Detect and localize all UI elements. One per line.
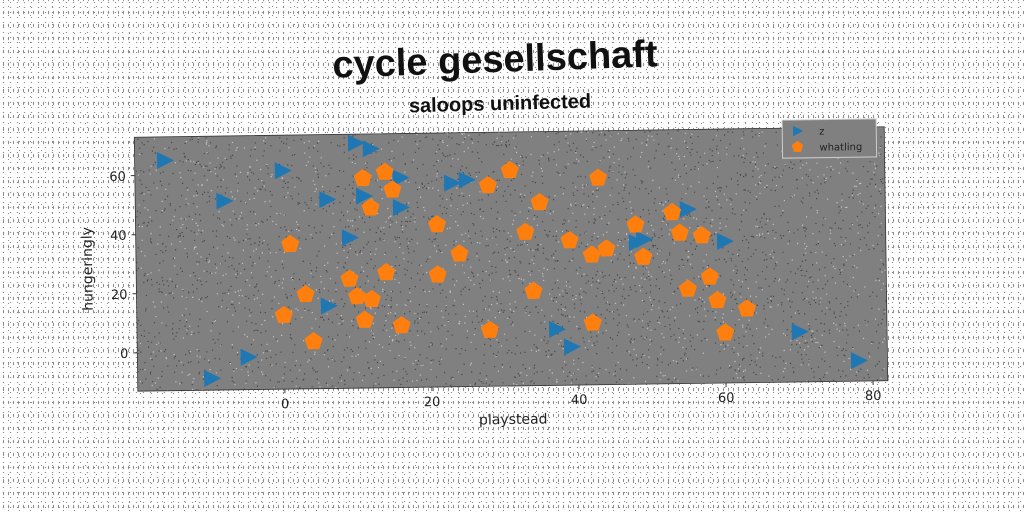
data-point [716, 232, 735, 250]
data-point [319, 191, 337, 209]
data-point [392, 316, 411, 334]
data-point [383, 180, 402, 198]
data-point [560, 230, 579, 249]
data-point [850, 352, 869, 370]
data-point [156, 152, 175, 170]
data-point [274, 162, 292, 180]
data-point [281, 234, 300, 253]
data-point [516, 222, 535, 240]
data-point [216, 192, 234, 210]
data-point [375, 162, 394, 180]
y-tick-label: 20 [111, 288, 128, 303]
y-tick-label: 0 [120, 347, 128, 362]
data-point [392, 198, 410, 216]
data-point [582, 245, 601, 263]
y-tick-label: 60 [109, 170, 126, 185]
data-point [392, 169, 410, 187]
data-point [444, 174, 462, 192]
data-point [478, 176, 497, 194]
data-point [670, 223, 689, 241]
data-point [634, 247, 653, 265]
data-point [635, 231, 654, 249]
x-axis-label: playstead [479, 411, 548, 428]
x-tick-label: 20 [424, 395, 441, 410]
data-point [348, 287, 367, 305]
data-point [663, 202, 682, 221]
data-point [296, 284, 315, 303]
data-point [583, 313, 602, 331]
y-axis-label: hungeringly [80, 227, 97, 311]
data-point [341, 229, 359, 247]
data-point [377, 263, 396, 281]
data-point [678, 279, 697, 297]
data-point [428, 265, 447, 283]
legend-label: z [819, 127, 824, 138]
data-point [530, 192, 549, 211]
data-point [274, 305, 293, 324]
x-tick-label: 60 [718, 391, 735, 406]
data-point [716, 323, 735, 341]
legend-box [781, 118, 878, 159]
data-point [524, 281, 543, 299]
data-point [597, 239, 616, 257]
legend-marker [791, 140, 804, 152]
data-point [563, 338, 582, 356]
data-point [480, 320, 499, 338]
x-tick-label: 80 [865, 389, 882, 404]
data-point [692, 226, 711, 244]
data-point [347, 134, 365, 152]
data-point [204, 369, 222, 387]
series-whatling [274, 160, 756, 350]
x-tick-label: 40 [571, 393, 588, 408]
data-point [304, 331, 323, 350]
legend-label: whatling [819, 142, 862, 154]
data-point [626, 215, 645, 233]
legend: z whatling [781, 118, 878, 159]
data-point [589, 168, 608, 186]
data-point [737, 299, 756, 317]
data-point [500, 160, 519, 179]
data-point [355, 187, 374, 205]
x-tick-label: 0 [281, 397, 289, 412]
data-point [240, 348, 258, 366]
data-point [320, 297, 338, 315]
data-point [548, 320, 567, 338]
data-point [362, 140, 380, 158]
data-point [427, 215, 446, 233]
series-z [156, 134, 869, 387]
chart-title: cycle gesellschaft [332, 33, 659, 86]
chart-subtitle: saloops uninfected [409, 91, 592, 118]
data-point [353, 168, 372, 187]
data-point [458, 171, 476, 189]
data-point [791, 323, 809, 341]
data-point [679, 200, 697, 218]
data-point [700, 267, 719, 285]
axes-frame [133, 126, 889, 392]
y-tick-label: 40 [110, 229, 127, 244]
data-point [708, 290, 727, 309]
data-point [340, 269, 359, 287]
legend-marker [792, 125, 804, 137]
data-point [362, 289, 381, 308]
data-point [355, 310, 374, 328]
data-point [361, 198, 380, 216]
data-point [450, 244, 469, 262]
